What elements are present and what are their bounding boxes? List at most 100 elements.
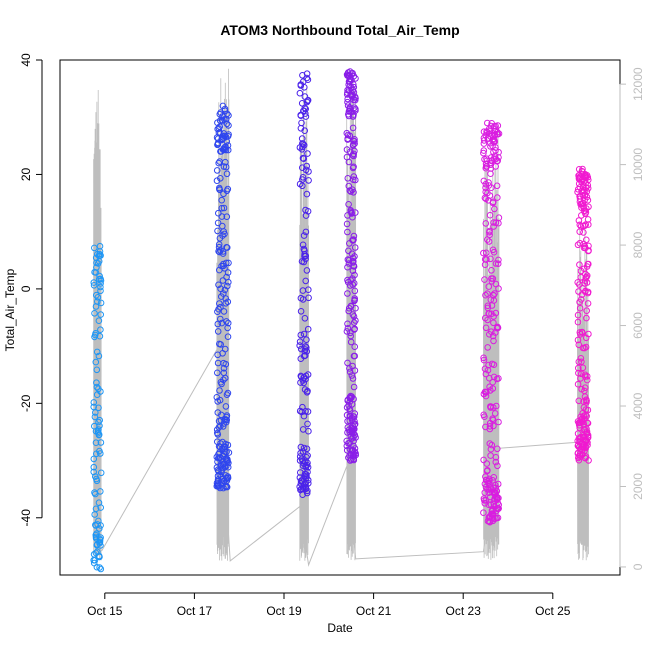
temperature-point bbox=[93, 264, 100, 271]
temperature-point bbox=[93, 475, 100, 483]
temperature-point bbox=[299, 174, 307, 181]
temperature-point bbox=[218, 148, 225, 155]
temperature-point bbox=[351, 96, 359, 104]
temperature-point bbox=[486, 229, 493, 236]
temperature-point bbox=[219, 222, 226, 230]
temperature-point bbox=[583, 236, 590, 244]
temperature-point bbox=[351, 140, 358, 147]
y-tick-label: 20 bbox=[19, 167, 33, 181]
temperature-point bbox=[91, 557, 99, 564]
temperature-point bbox=[216, 186, 223, 193]
temperature-point bbox=[220, 308, 228, 315]
temperature-point bbox=[484, 344, 492, 351]
temperature-point bbox=[579, 364, 587, 372]
temperature-point bbox=[348, 372, 356, 379]
temperature-point bbox=[580, 184, 587, 191]
temperature-point bbox=[225, 122, 232, 129]
temperature-point bbox=[96, 272, 103, 280]
temperature-point bbox=[577, 267, 585, 275]
temperature-point bbox=[343, 411, 351, 419]
temperature-point bbox=[580, 229, 587, 236]
temperature-point bbox=[348, 93, 356, 100]
temperature-point bbox=[490, 219, 498, 226]
right-tick-label: 4000 bbox=[631, 392, 645, 419]
temperature-point bbox=[216, 235, 224, 242]
temperature-point bbox=[223, 391, 231, 399]
temperature-point bbox=[91, 422, 98, 430]
temperature-point bbox=[304, 487, 311, 495]
temperature-point bbox=[93, 530, 100, 538]
temperature-point bbox=[303, 461, 311, 469]
temperature-point bbox=[90, 399, 98, 406]
temperature-point bbox=[97, 326, 104, 334]
temperature-point bbox=[483, 256, 490, 263]
temperature-point bbox=[222, 300, 230, 307]
temperature-point bbox=[214, 369, 221, 377]
temperature-point bbox=[344, 320, 351, 328]
temperature-point bbox=[225, 449, 233, 456]
temperature-point bbox=[486, 211, 494, 219]
temperature-point bbox=[581, 371, 589, 379]
temperature-point bbox=[576, 450, 584, 458]
temperature-point bbox=[220, 260, 227, 268]
temperature-point bbox=[577, 413, 585, 421]
temperature-point bbox=[97, 450, 104, 457]
temperature-point bbox=[215, 243, 223, 251]
temperature-point bbox=[578, 291, 586, 299]
temperature-point bbox=[224, 142, 232, 149]
temperature-point bbox=[574, 188, 581, 196]
temperature-point bbox=[483, 128, 490, 135]
temperature-point bbox=[493, 182, 501, 190]
temperature-point bbox=[214, 308, 221, 316]
temperature-point bbox=[494, 462, 501, 470]
temperature-point bbox=[297, 355, 305, 363]
temperature-point bbox=[296, 89, 304, 97]
temperature-point bbox=[222, 158, 229, 166]
temperature-point bbox=[345, 307, 353, 315]
temperature-point bbox=[300, 155, 308, 162]
temperature-point bbox=[578, 385, 585, 393]
temperature-point bbox=[301, 127, 309, 134]
temperature-point bbox=[492, 309, 500, 317]
temperature-point bbox=[489, 199, 497, 207]
temperature-point bbox=[222, 163, 230, 171]
temperature-point bbox=[493, 375, 501, 383]
x-axis-label: Date bbox=[327, 621, 353, 635]
temperature-point bbox=[492, 163, 500, 170]
temperature-point bbox=[93, 291, 100, 299]
temperature-point bbox=[224, 319, 232, 327]
temperature-point bbox=[576, 239, 584, 247]
temperature-point bbox=[350, 150, 358, 158]
temperature-point bbox=[481, 480, 489, 488]
temperature-point bbox=[97, 439, 105, 446]
temperature-point bbox=[222, 360, 230, 368]
temperature-point bbox=[491, 205, 498, 213]
temperature-point bbox=[350, 141, 357, 149]
temperature-point bbox=[582, 270, 589, 278]
temperature-point bbox=[223, 416, 230, 424]
temperature-point bbox=[299, 403, 306, 411]
temperature-point bbox=[298, 119, 305, 127]
temperature-point bbox=[482, 314, 489, 322]
temperature-point bbox=[214, 219, 222, 227]
right-tick-label: 2000 bbox=[631, 473, 645, 500]
temperature-point bbox=[490, 138, 498, 146]
temperature-point bbox=[350, 455, 358, 463]
temperature-point bbox=[215, 125, 223, 132]
temperature-point bbox=[346, 405, 353, 413]
temperature-point bbox=[494, 194, 501, 201]
temperature-point bbox=[302, 408, 309, 415]
temperature-point bbox=[492, 458, 500, 466]
temperature-point bbox=[304, 325, 312, 333]
temperature-point bbox=[218, 133, 226, 140]
temperature-point bbox=[492, 329, 499, 336]
temperature-point bbox=[214, 458, 221, 466]
temperature-point bbox=[301, 84, 308, 91]
temperature-point bbox=[215, 467, 222, 475]
y-tick-label: -20 bbox=[19, 394, 33, 412]
temperature-point bbox=[481, 276, 488, 283]
temperature-point bbox=[216, 471, 223, 479]
temperature-point bbox=[296, 338, 304, 346]
temperature-point bbox=[481, 156, 488, 163]
temperature-point bbox=[491, 410, 499, 417]
